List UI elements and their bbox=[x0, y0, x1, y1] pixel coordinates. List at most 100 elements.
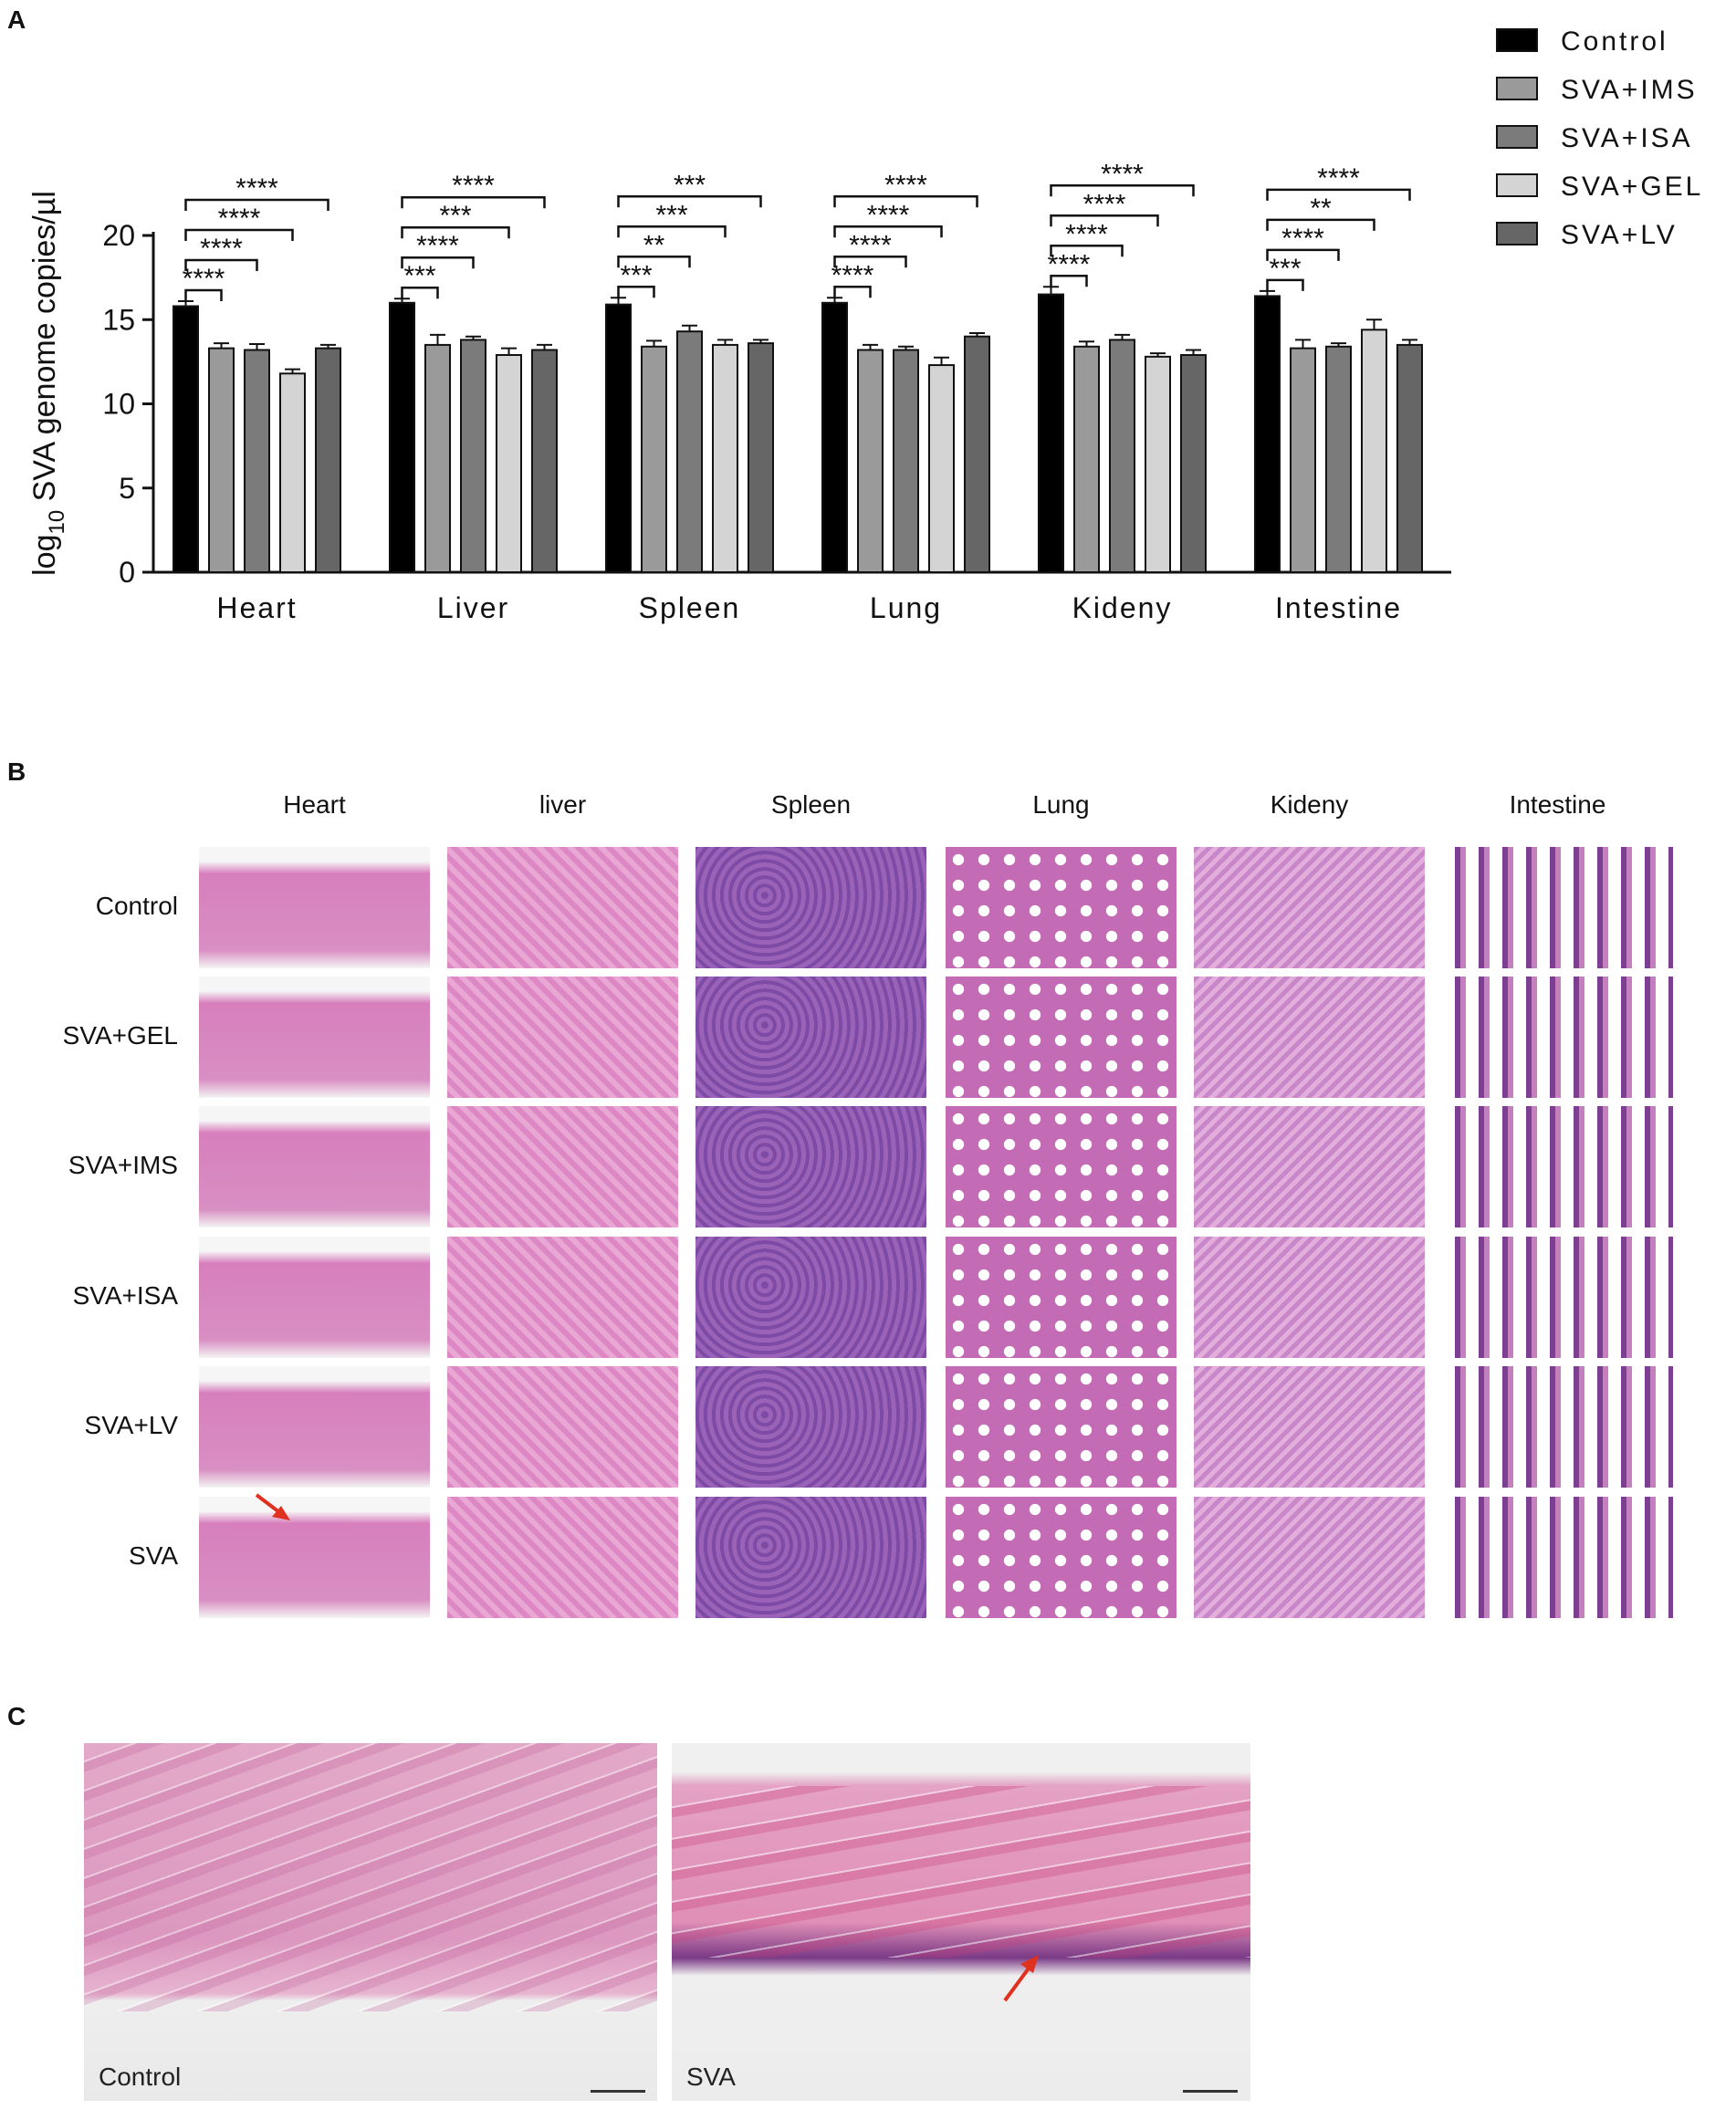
x-tick-label: Spleen bbox=[639, 591, 741, 624]
histology-image bbox=[199, 977, 430, 1098]
legend-label: SVA+IMS bbox=[1561, 75, 1698, 105]
significance-bracket bbox=[401, 225, 510, 239]
bar bbox=[1038, 293, 1064, 573]
significance-label: **** bbox=[1065, 219, 1108, 249]
column-label: liver bbox=[539, 790, 587, 819]
bar bbox=[315, 347, 341, 573]
legend-label: SVA+LV bbox=[1561, 220, 1678, 250]
significance-label: **** bbox=[849, 230, 892, 260]
histology-image bbox=[199, 1106, 430, 1227]
bar bbox=[208, 347, 235, 573]
significance-label: **** bbox=[200, 234, 243, 264]
row-label: SVA+IMS bbox=[68, 1150, 178, 1179]
significance-bracket bbox=[833, 256, 907, 268]
significance-bracket bbox=[1266, 218, 1375, 231]
significance-bracket bbox=[617, 225, 727, 238]
significance-label: **** bbox=[218, 204, 261, 234]
bar bbox=[424, 343, 451, 573]
histology-image bbox=[695, 847, 926, 968]
significance-bracket bbox=[1266, 248, 1340, 261]
histology-image bbox=[1442, 977, 1673, 1098]
significance-bracket bbox=[617, 256, 691, 268]
histology-image bbox=[695, 1237, 926, 1358]
panel-letter-b: B bbox=[7, 757, 26, 786]
column-label: Spleen bbox=[770, 790, 852, 819]
x-tick-label: Lung bbox=[870, 591, 942, 624]
significance-bracket bbox=[1266, 278, 1304, 291]
significance-bracket bbox=[401, 256, 475, 269]
legend-label: SVA+GEL bbox=[1561, 172, 1703, 202]
significance-label: **** bbox=[416, 231, 459, 261]
histology-image bbox=[1442, 1366, 1673, 1488]
significance-bracket bbox=[833, 225, 943, 238]
chart-legend: Control SVA+IMS SVA+ISA SVA+GEL SVA+LV bbox=[1496, 26, 1703, 250]
bar bbox=[1145, 355, 1171, 573]
significance-bracket bbox=[1050, 184, 1195, 197]
histology-image bbox=[1442, 1497, 1673, 1618]
legend-swatch bbox=[1496, 77, 1538, 100]
histology-image bbox=[1194, 977, 1425, 1098]
significance-label: **** bbox=[183, 264, 225, 294]
significance-label: *** bbox=[439, 201, 471, 231]
bar bbox=[1073, 345, 1100, 573]
significance-label: *** bbox=[674, 170, 706, 200]
panel-c-sva-image: SVA bbox=[672, 1743, 1250, 2101]
significance-label: **** bbox=[452, 171, 495, 201]
bar bbox=[928, 364, 955, 573]
legend-label: SVA+ISA bbox=[1561, 123, 1693, 153]
x-tick-label: Kideny bbox=[1072, 591, 1173, 624]
histology-image bbox=[1442, 1237, 1673, 1358]
significance-label: **** bbox=[831, 260, 874, 290]
histology-image bbox=[1194, 1237, 1425, 1358]
row-label: SVA bbox=[129, 1541, 178, 1570]
row-label: SVA+LV bbox=[84, 1410, 178, 1439]
histology-image bbox=[1442, 847, 1673, 968]
bar bbox=[531, 349, 558, 573]
legend-swatch bbox=[1496, 125, 1538, 149]
significance-label: ** bbox=[643, 230, 665, 260]
column-label: Kideny bbox=[1270, 790, 1349, 819]
bar bbox=[1396, 343, 1423, 573]
panel-letter-a: A bbox=[7, 5, 26, 34]
chart-axes: 0 5 10 15 20 Heart Liver Spleen Lung Kideny Intest… bbox=[102, 219, 1451, 624]
histology-image bbox=[695, 1497, 926, 1618]
significance-bracket bbox=[1050, 245, 1124, 257]
histology-image bbox=[946, 847, 1177, 968]
arrow-icon bbox=[255, 1493, 290, 1520]
significance-label: **** bbox=[867, 200, 910, 230]
row-label: Control bbox=[95, 891, 178, 920]
significance-label: **** bbox=[1101, 159, 1144, 189]
histology-image bbox=[199, 847, 430, 968]
bar bbox=[641, 345, 667, 573]
bar-chart: 0 5 10 15 20 Heart Liver Spleen Lung Kideny Intest… bbox=[27, 26, 1703, 624]
legend-swatch bbox=[1496, 222, 1538, 245]
histology-image bbox=[1442, 1106, 1673, 1227]
histology-image bbox=[447, 1106, 678, 1227]
column-label: Lung bbox=[1032, 790, 1090, 819]
bar bbox=[496, 353, 522, 573]
significance-brackets: ****************************************… bbox=[183, 159, 1411, 301]
significance-label: **** bbox=[235, 173, 278, 204]
significance-label: *** bbox=[1269, 254, 1301, 284]
row-label: SVA+GEL bbox=[62, 1020, 178, 1050]
legend-swatch bbox=[1496, 173, 1538, 197]
significance-label: **** bbox=[1083, 189, 1126, 219]
bar bbox=[1254, 295, 1281, 573]
panel-c-control-image: Control bbox=[84, 1743, 657, 2101]
significance-bracket bbox=[617, 195, 762, 208]
significance-bracket bbox=[184, 258, 258, 271]
significance-bracket bbox=[184, 288, 223, 301]
bar bbox=[605, 303, 632, 573]
histology-image bbox=[695, 1106, 926, 1227]
significance-label: **** bbox=[1048, 249, 1091, 279]
significance-bracket bbox=[833, 195, 978, 208]
bar bbox=[964, 335, 990, 573]
significance-label: *** bbox=[620, 260, 652, 290]
histology-image bbox=[946, 977, 1177, 1098]
y-tick-label: 10 bbox=[102, 388, 135, 421]
histology-image bbox=[1194, 847, 1425, 968]
histology-image bbox=[946, 1237, 1177, 1358]
bar bbox=[1325, 345, 1352, 573]
y-axis-label: log10 SVA genome copies/µl bbox=[27, 191, 69, 576]
significance-label: **** bbox=[1281, 224, 1324, 254]
